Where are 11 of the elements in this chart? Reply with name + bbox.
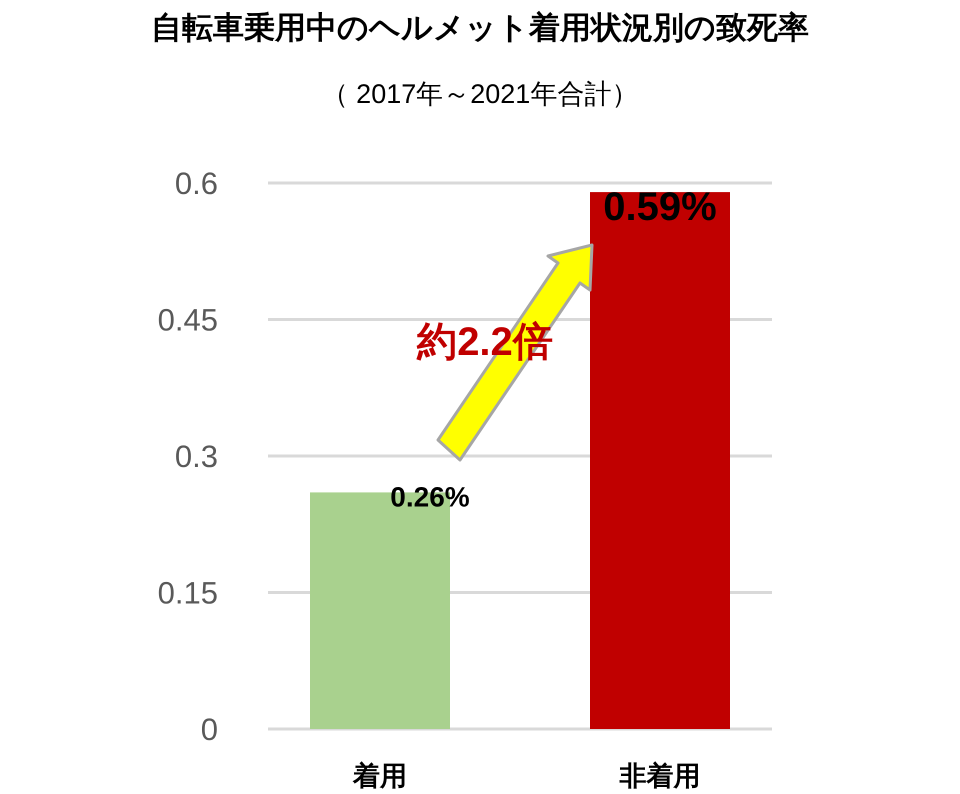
y-tick-label: 0 — [200, 712, 218, 747]
y-tick-label: 0.45 — [158, 302, 218, 338]
x-tick-label: 非着用 — [618, 761, 700, 791]
chart-title: 自転車乗用中のヘルメット着用状況別の致死率 — [151, 10, 809, 45]
chart-subtitle: （ 2017年～2021年合計） — [322, 79, 638, 109]
data-label: 0.59% — [603, 185, 717, 230]
y-tick-label: 0.15 — [158, 575, 218, 610]
y-tick-label: 0.6 — [174, 166, 218, 201]
y-tick-label: 0.3 — [174, 438, 218, 474]
x-tick-label: 着用 — [352, 761, 407, 791]
data-label: 0.26% — [390, 481, 470, 512]
